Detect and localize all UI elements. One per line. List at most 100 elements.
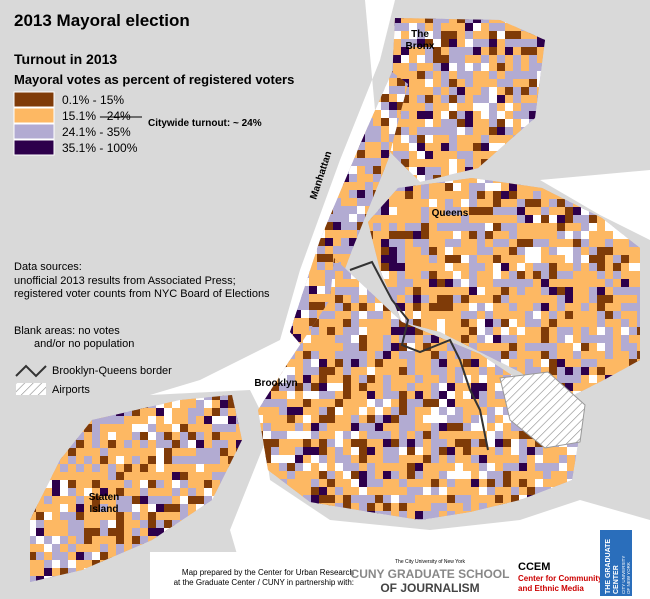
precinct: [220, 408, 232, 421]
precinct: [383, 375, 396, 386]
precinct: [487, 447, 497, 457]
precinct: [481, 87, 494, 97]
precinct: [549, 223, 560, 233]
precinct: [629, 351, 640, 362]
precinct: [279, 471, 291, 482]
precinct: [517, 351, 528, 363]
precinct: [417, 63, 430, 75]
precinct: [423, 359, 435, 370]
precinct: [319, 407, 330, 418]
precinct: [413, 319, 424, 329]
precinct: [513, 87, 524, 96]
precinct: [447, 431, 458, 441]
precinct: [279, 447, 291, 456]
precinct: [407, 415, 419, 426]
precinct: [383, 447, 394, 457]
precinct: [30, 552, 38, 562]
precinct: [425, 135, 438, 144]
precinct: [479, 479, 489, 491]
precinct: [156, 504, 166, 517]
precinct: [447, 455, 457, 468]
precinct: [481, 127, 492, 139]
precinct: [417, 159, 426, 171]
precinct: [549, 271, 560, 280]
precinct: [473, 55, 485, 67]
precinct: [295, 487, 308, 497]
precinct: [503, 455, 513, 466]
precinct: [605, 239, 617, 248]
precinct: [425, 18, 436, 27]
precinct: [439, 343, 450, 356]
precinct: [425, 39, 437, 51]
precinct: [84, 544, 96, 553]
precinct: [140, 512, 150, 522]
precinct: [431, 351, 440, 364]
precinct: [303, 383, 315, 392]
precinct: [367, 335, 380, 347]
precinct: [212, 432, 222, 443]
precinct: [471, 423, 483, 435]
precinct: [433, 63, 444, 74]
precinct: [449, 71, 461, 84]
precinct: [533, 255, 542, 264]
precinct: [148, 448, 159, 459]
precinct: [116, 448, 127, 457]
precinct: [589, 335, 598, 347]
precinct: [509, 255, 519, 264]
precinct: [36, 512, 47, 524]
precinct: [383, 503, 394, 514]
precinct: [429, 311, 439, 321]
precinct: [415, 351, 428, 361]
precinct: [341, 182, 350, 194]
precinct: [413, 191, 426, 202]
precinct: [445, 271, 458, 281]
precinct: [495, 463, 505, 473]
precinct: [108, 464, 117, 476]
precinct: [517, 279, 528, 290]
precinct: [509, 319, 520, 330]
precinct: [413, 295, 424, 308]
precinct: [311, 439, 324, 449]
precinct: [393, 31, 404, 43]
precinct: [30, 568, 38, 578]
precinct: [441, 151, 452, 161]
precinct: [343, 375, 354, 387]
precinct: [473, 79, 484, 92]
precinct: [397, 255, 408, 267]
precinct: [581, 311, 593, 323]
precinct: [407, 367, 417, 377]
precinct: [423, 423, 435, 436]
precinct: [461, 287, 470, 299]
precinct: [541, 335, 552, 347]
precinct: [391, 407, 402, 417]
precinct: [541, 247, 550, 258]
logo-text: OF JOURNALISM: [380, 581, 479, 595]
legend-label: 15.1% - 24%: [62, 109, 131, 123]
precinct: [505, 95, 515, 106]
precinct: [621, 263, 631, 276]
precinct: [535, 479, 545, 490]
precinct: [517, 295, 528, 305]
precinct: [489, 135, 498, 147]
precinct: [212, 456, 222, 468]
precinct: [359, 375, 370, 386]
precinct: [76, 472, 87, 481]
precinct: [303, 455, 314, 465]
precinct: [497, 95, 507, 104]
precinct: [565, 311, 577, 323]
precinct: [501, 223, 511, 233]
precinct: [124, 496, 133, 505]
precinct: [513, 63, 525, 72]
precinct: [375, 503, 385, 514]
precinct: [391, 463, 402, 474]
precinct: [541, 191, 551, 203]
precinct: [437, 327, 448, 337]
precinct: [439, 431, 450, 442]
precinct: [351, 439, 362, 452]
precinct: [335, 383, 345, 395]
precinct: [132, 488, 141, 500]
precinct: [445, 311, 454, 323]
precinct: [401, 143, 411, 155]
precinct: [495, 407, 507, 417]
precinct: [68, 496, 79, 506]
